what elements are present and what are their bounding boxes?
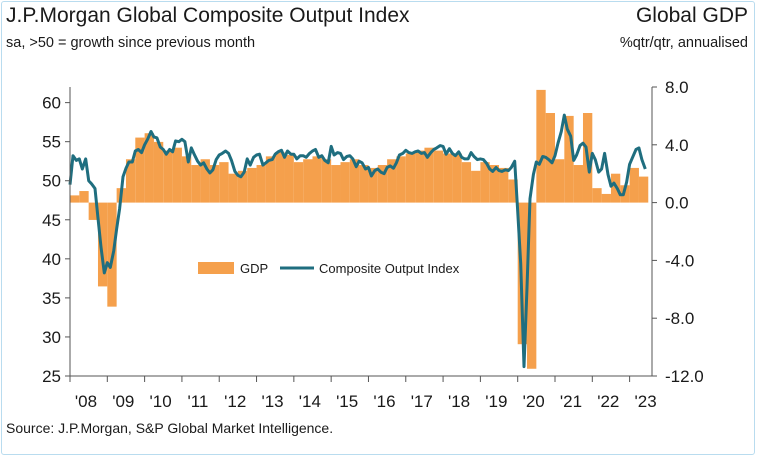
gdp-bar [256,165,266,203]
left-tick-label: 40 [42,250,61,269]
x-tick-label: '16 [373,392,395,411]
gdp-bar [303,159,313,203]
legend-gdp-swatch [198,262,234,274]
gdp-bar [275,152,285,203]
right-tick-label: 8.0 [665,78,689,97]
legend-gdp-label: GDP [240,261,268,276]
right-axis-title: Global GDP [635,4,748,27]
gdp-bar [573,165,583,203]
gdp-bar [638,176,649,203]
right-tick-label: 0.0 [665,194,689,213]
gdp-bar [415,150,425,203]
x-tick-label: '20 [523,392,545,411]
source-note: Source: J.P.Morgan, S&P Global Market In… [6,420,334,436]
gdp-bar [592,188,602,203]
gdp-bar [349,159,360,203]
left-tick-label: 25 [42,367,61,386]
x-tick-label: '19 [485,392,507,411]
gdp-bar [135,137,145,203]
gdp-bar [480,162,490,203]
left-tick-label: 55 [42,133,61,152]
right-tick-label: -8.0 [665,309,694,328]
x-tick-label: '21 [560,392,582,411]
gdp-bar [144,133,154,203]
chart-title: J.P.Morgan Global Composite Output Index [6,4,410,27]
gdp-bar [153,141,164,203]
gdp-bar [527,202,537,369]
x-tick-label: '18 [448,392,470,411]
x-tick-label: '23 [635,392,657,411]
gdp-bar [471,170,481,203]
gdp-bar [601,193,611,203]
x-tick-label: '14 [299,392,321,411]
right-axis-subtitle: %qtr/qtr, annualised [619,35,748,51]
gdp-bar [489,165,500,203]
gdp-bar [97,202,108,287]
x-tick-label: '11 [187,392,208,411]
right-tick-label: -4.0 [665,251,694,270]
x-tick-label: '13 [261,392,283,411]
x-tick-label: '17 [411,392,433,411]
gdp-bar [284,154,294,203]
gdp-bar [312,156,322,203]
gdp-bar [181,156,192,203]
x-tick-label: '15 [336,392,358,411]
left-tick-label: 35 [42,289,61,308]
gdp-bar [452,153,462,203]
legend-composite-label: Composite Output Index [319,261,460,276]
gdp-bar [237,170,248,203]
gdp-bar [293,162,304,203]
left-tick-label: 60 [42,94,61,113]
gdp-bar [321,159,332,203]
gdp-bar [88,202,98,220]
gdp-bar [265,156,276,203]
x-tick-label: '22 [597,392,619,411]
x-tick-label: '10 [150,392,172,411]
gdp-bar [555,159,565,203]
x-tick-label: '09 [112,392,134,411]
gdp-bar [405,153,416,203]
gdp-bar [125,159,136,203]
x-tick-label: '12 [224,392,246,411]
gdp-bar [564,115,574,203]
gdp-bar [508,179,518,203]
right-tick-label: 4.0 [665,136,689,155]
gdp-bar [163,150,173,203]
gdp-bar [70,195,80,203]
x-tick-label: '08 [75,392,97,411]
gdp-bar [209,165,220,203]
gdp-bar [79,191,89,203]
gdp-bar [340,162,350,203]
gdp-bar [499,167,509,203]
gdp-bar [200,159,210,203]
gdp-bar [368,167,378,203]
left-tick-label: 45 [42,211,61,230]
gdp-bar [219,162,229,203]
gdp-bar [359,165,369,203]
right-tick-label: -12.0 [665,367,704,386]
left-tick-label: 30 [42,328,61,347]
gdp-bar [377,165,388,203]
gdp-bar [228,173,238,203]
gdp-bar [461,162,472,203]
gdp-bar [433,150,444,203]
chart-subtitle: sa, >50 = growth since previous month [6,35,256,51]
gdp-bar [191,165,201,203]
gdp-bar [172,147,182,203]
gdp-bar [396,156,406,203]
left-tick-label: 50 [42,172,61,191]
gdp-bar [247,167,257,203]
gdp-bar [536,89,546,203]
gdp-bar [387,159,397,203]
composite-output-line [68,113,647,369]
gdp-bar [331,165,341,203]
gdp-bar [424,147,434,203]
gdp-bar [629,167,639,203]
gdp-bar [545,113,555,203]
gdp-bar [443,153,453,203]
